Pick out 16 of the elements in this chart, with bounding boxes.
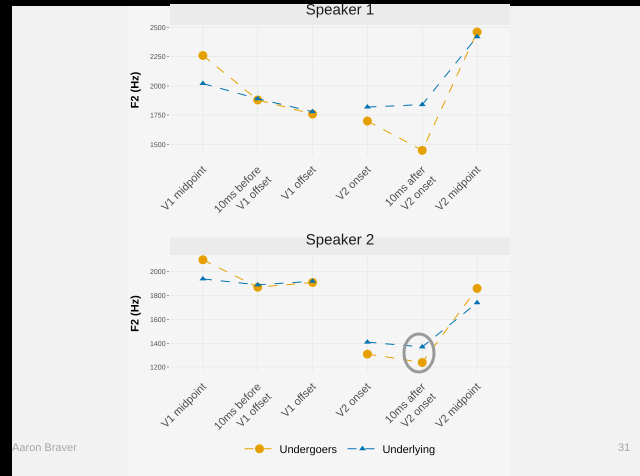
- legend-label: Underlying: [382, 444, 436, 456]
- point: [472, 284, 482, 293]
- point: [198, 255, 208, 264]
- legend-label: Undergoers: [280, 444, 338, 456]
- chart-title: Speaker 2: [306, 232, 374, 248]
- y-axis-title: F2 (Hz): [130, 71, 142, 108]
- y-axis-title: F2 (Hz): [130, 294, 142, 332]
- point: [362, 116, 372, 126]
- point: [418, 358, 427, 367]
- point: [362, 350, 372, 359]
- text: Aaron Braver: [12, 442, 78, 454]
- point: [472, 28, 482, 37]
- text: 31: [618, 442, 630, 454]
- point: [418, 146, 427, 155]
- chart-title: Speaker 1: [306, 2, 374, 18]
- point: [198, 50, 208, 60]
